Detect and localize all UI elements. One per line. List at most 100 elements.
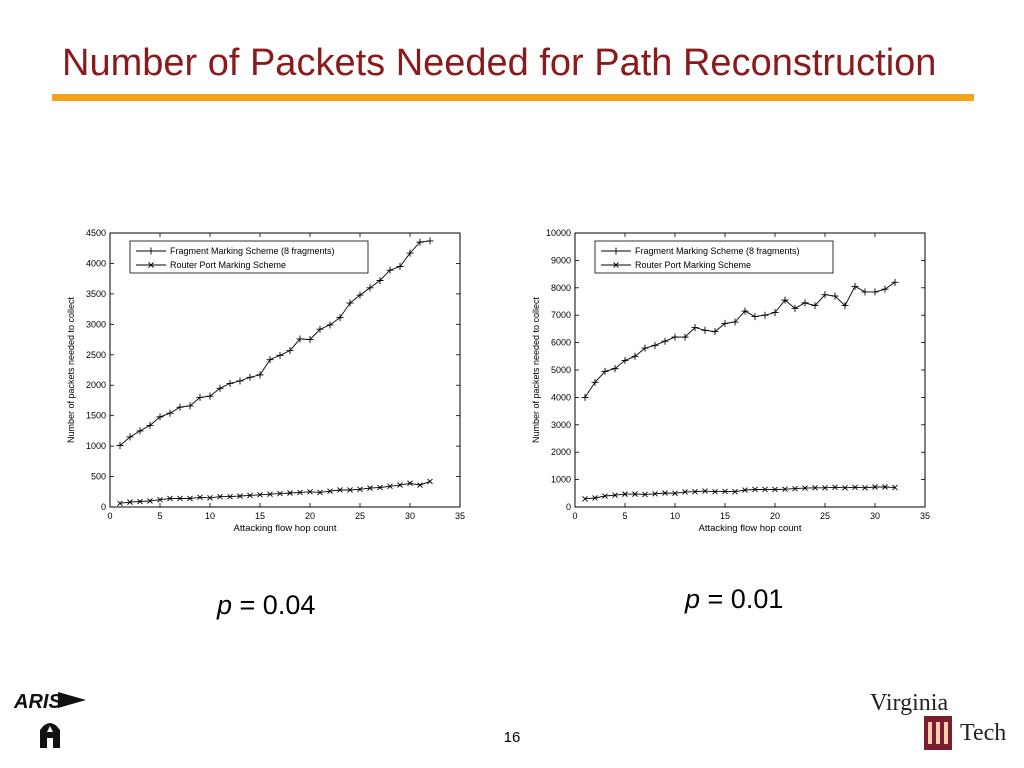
data-point-plus bbox=[146, 421, 154, 429]
y-tick-label: 4500 bbox=[86, 228, 106, 238]
data-point-x bbox=[157, 496, 163, 503]
data-point-plus bbox=[631, 352, 639, 360]
data-point-x bbox=[327, 488, 333, 494]
data-point-plus bbox=[671, 333, 679, 341]
aris-a-icon bbox=[40, 723, 60, 748]
y-tick-label: 1500 bbox=[86, 411, 106, 421]
data-point-plus bbox=[186, 402, 194, 410]
data-point-plus bbox=[811, 302, 819, 310]
data-point-plus bbox=[136, 427, 144, 435]
data-point-x bbox=[712, 488, 718, 495]
data-point-x bbox=[147, 498, 153, 504]
x-axis-label: Attacking flow hop count bbox=[234, 523, 337, 534]
data-point-x bbox=[407, 480, 413, 487]
data-point-plus bbox=[416, 238, 424, 246]
y-tick-label: 500 bbox=[91, 472, 106, 482]
virginia-tech-logo: Virginia Tech bbox=[870, 690, 1006, 750]
data-point-plus bbox=[751, 313, 759, 321]
data-point-x bbox=[842, 485, 848, 491]
p-value-label-left: p = 0.04 bbox=[217, 590, 315, 621]
y-tick-label: 3000 bbox=[86, 319, 106, 329]
aris-logo-text: ARIS bbox=[13, 691, 62, 713]
data-point-x bbox=[592, 495, 598, 501]
y-tick-label: 2000 bbox=[551, 447, 571, 457]
data-point-plus bbox=[651, 341, 659, 349]
x-tick-label: 25 bbox=[355, 511, 365, 521]
p-value: = 0.01 bbox=[700, 584, 784, 614]
y-tick-label: 6000 bbox=[551, 338, 571, 348]
data-point-plus bbox=[781, 296, 789, 304]
data-point-x bbox=[582, 495, 588, 502]
data-point-plus bbox=[216, 384, 224, 392]
data-point-x bbox=[247, 492, 253, 499]
data-point-x bbox=[337, 487, 343, 493]
x-axis-label: Attacking flow hop count bbox=[699, 523, 802, 534]
y-tick-label: 4000 bbox=[551, 392, 571, 402]
data-point-x bbox=[197, 494, 203, 501]
vt-logo-line2: Tech bbox=[960, 720, 1006, 746]
data-point-plus bbox=[306, 336, 314, 344]
data-point-x bbox=[872, 484, 878, 490]
data-point-plus bbox=[246, 373, 254, 381]
x-tick-label: 20 bbox=[305, 511, 315, 521]
data-point-x bbox=[417, 482, 423, 488]
data-point-plus bbox=[621, 356, 629, 364]
data-point-x bbox=[297, 489, 303, 496]
data-point-plus bbox=[126, 433, 134, 441]
data-point-plus bbox=[376, 276, 384, 284]
data-point-x bbox=[602, 493, 608, 499]
aris-logo: ARIS bbox=[13, 691, 86, 748]
page-number: 16 bbox=[503, 729, 521, 746]
data-point-x bbox=[137, 498, 143, 505]
data-point-plus bbox=[266, 356, 274, 364]
data-point-plus bbox=[691, 324, 699, 332]
data-point-x bbox=[742, 487, 748, 493]
legend-label: Fragment Marking Scheme (8 fragments) bbox=[170, 246, 335, 256]
data-point-plus bbox=[711, 328, 719, 336]
y-tick-label: 3500 bbox=[86, 289, 106, 299]
x-tick-label: 15 bbox=[255, 511, 265, 521]
y-tick-label: 3000 bbox=[551, 420, 571, 430]
data-point-x bbox=[702, 488, 708, 494]
data-point-plus bbox=[366, 284, 374, 292]
data-point-plus bbox=[891, 278, 899, 286]
data-point-plus bbox=[276, 351, 284, 359]
data-point-plus bbox=[386, 266, 394, 274]
data-point-x bbox=[662, 490, 668, 496]
y-axis-label: Number of packets needed to collect bbox=[531, 296, 541, 443]
data-point-plus bbox=[871, 288, 879, 296]
data-point-x bbox=[632, 491, 638, 497]
data-point-x bbox=[427, 478, 433, 485]
data-point-x bbox=[207, 495, 213, 501]
data-point-plus bbox=[156, 413, 164, 421]
y-tick-label: 7000 bbox=[551, 310, 571, 320]
data-point-x bbox=[692, 488, 698, 495]
data-point-plus bbox=[731, 318, 739, 326]
y-tick-label: 0 bbox=[566, 502, 571, 512]
data-point-x bbox=[752, 486, 758, 493]
y-tick-label: 2500 bbox=[86, 350, 106, 360]
data-point-plus bbox=[801, 299, 809, 307]
data-point-plus bbox=[396, 262, 404, 270]
y-tick-label: 1000 bbox=[86, 441, 106, 451]
data-point-x bbox=[682, 489, 688, 495]
p-value-label-right: p = 0.01 bbox=[685, 584, 783, 615]
data-point-plus bbox=[591, 378, 599, 386]
data-point-plus bbox=[881, 285, 889, 293]
data-point-plus bbox=[426, 237, 434, 245]
data-point-x bbox=[397, 482, 403, 488]
series-line-router-port-marking bbox=[584, 486, 896, 500]
data-point-x bbox=[782, 486, 788, 493]
data-point-x bbox=[892, 484, 898, 491]
series-line-router-port-marking bbox=[119, 480, 431, 504]
data-point-plus bbox=[611, 365, 619, 373]
series-line-fragment-marking bbox=[119, 240, 431, 446]
legend-box bbox=[594, 240, 834, 274]
data-point-x bbox=[287, 490, 293, 496]
x-tick-label: 30 bbox=[405, 511, 415, 521]
legend-marker-x bbox=[148, 262, 154, 268]
data-point-plus bbox=[831, 292, 839, 300]
x-tick-label: 5 bbox=[157, 511, 162, 521]
series-line-fragment-marking bbox=[584, 281, 896, 398]
data-point-plus bbox=[236, 377, 244, 385]
